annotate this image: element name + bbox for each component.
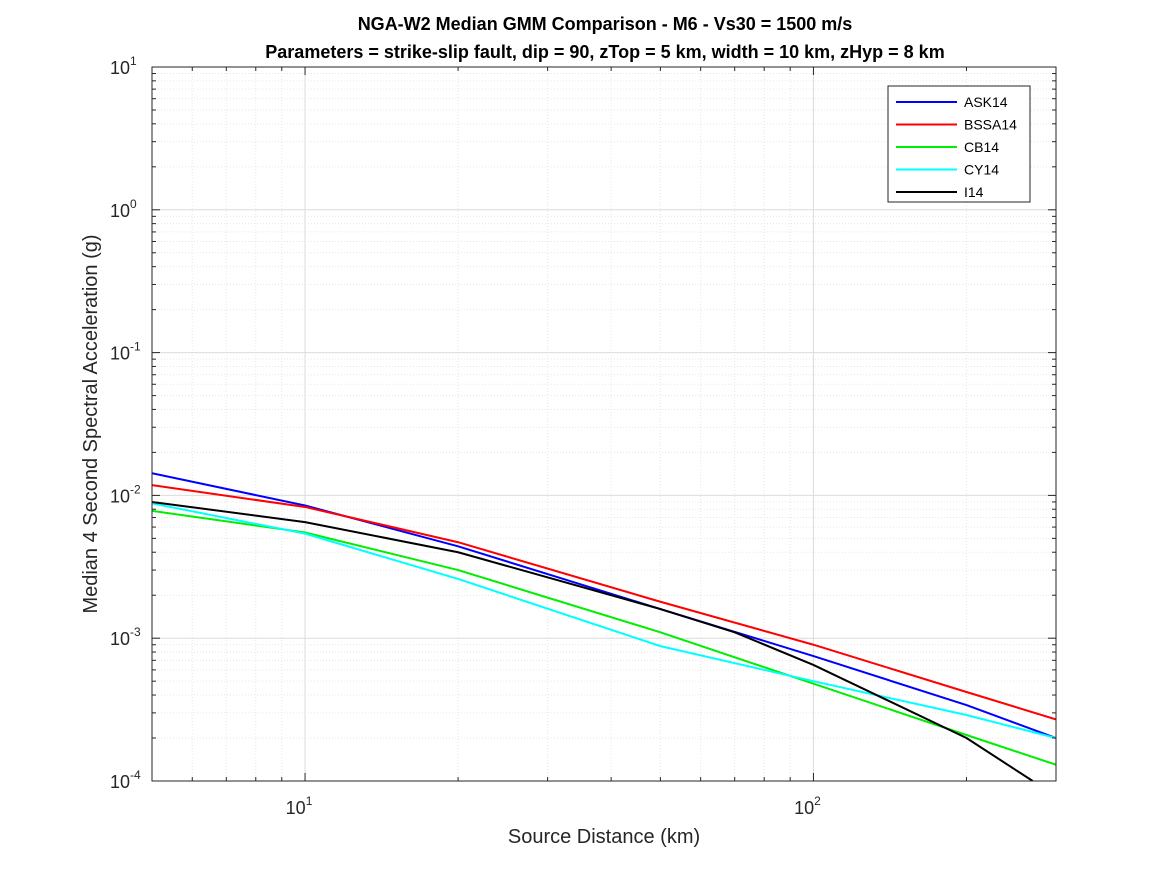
series-lines xyxy=(152,472,1056,781)
y-tick-label: 10-2 xyxy=(110,482,141,506)
legend-label-i14: I14 xyxy=(964,184,984,200)
axis-ticks xyxy=(151,66,1057,782)
legend-label-ask14: ASK14 xyxy=(964,94,1008,110)
series-line-bssa14 xyxy=(152,484,1056,721)
x-axis-label: Source Distance (km) xyxy=(508,826,700,848)
legend-label-bssa14: BSSA14 xyxy=(964,117,1017,133)
grid xyxy=(151,66,1057,782)
y-tick-label: 100 xyxy=(110,197,137,221)
legend-label-cb14: CB14 xyxy=(964,139,999,155)
plot-frame xyxy=(151,66,1057,782)
y-tick-label: 101 xyxy=(110,54,137,78)
legend-box xyxy=(887,85,1031,203)
x-tick-label: 101 xyxy=(286,794,313,818)
x-tick-labels: 101 102 xyxy=(286,794,821,818)
y-tick-label: 10-3 xyxy=(110,625,141,649)
series-line-i14 xyxy=(152,500,1034,781)
series-line-cy14 xyxy=(152,502,1056,739)
x-tick-label: 102 xyxy=(794,794,821,818)
y-tick-label: 10-4 xyxy=(110,768,141,792)
legend: ASK14 BSSA14 CB14 CY14 I14 xyxy=(887,85,1031,203)
series-line-cb14 xyxy=(152,509,1056,766)
y-axis-label: Median 4 Second Spectral Acceleration (g… xyxy=(80,234,102,613)
chart-subtitle: Parameters = strike-slip fault, dip = 90… xyxy=(265,42,944,62)
legend-label-cy14: CY14 xyxy=(964,162,999,178)
chart-title: NGA-W2 Median GMM Comparison - M6 - Vs30… xyxy=(358,14,853,34)
y-tick-labels: 10-4 10-3 10-2 10-1 100 101 xyxy=(110,54,141,792)
y-tick-label: 10-1 xyxy=(110,340,141,364)
